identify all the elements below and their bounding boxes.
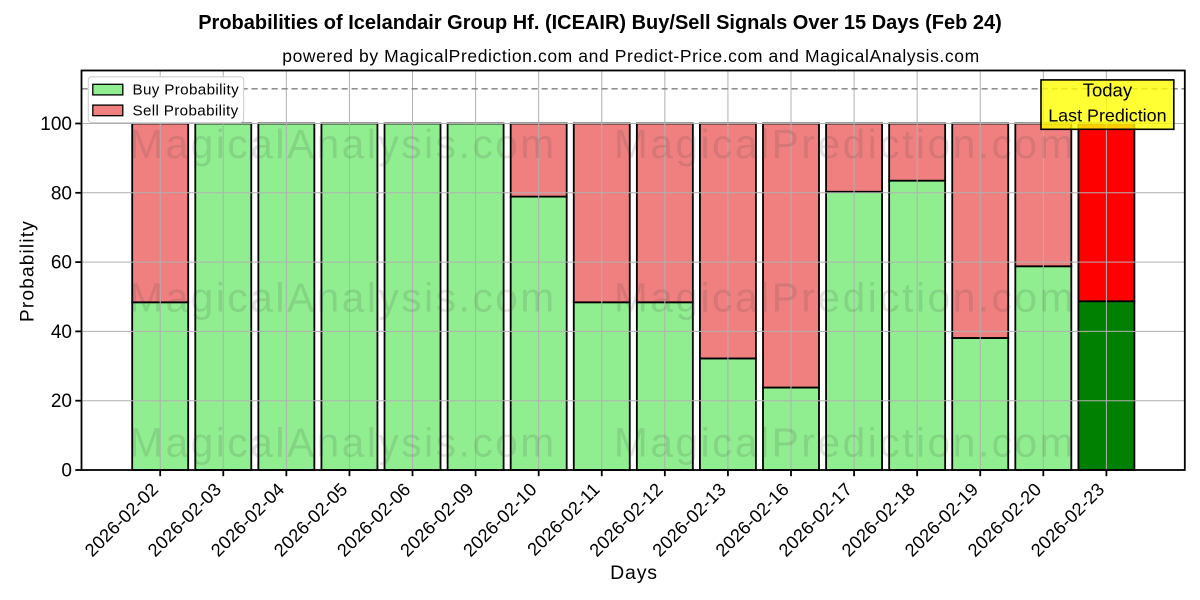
svg-text:Today: Today: [1083, 80, 1133, 101]
svg-text:powered by MagicalPrediction.c: powered by MagicalPrediction.com and Pre…: [282, 46, 980, 66]
svg-text:80: 80: [51, 183, 72, 204]
svg-text:60: 60: [51, 253, 72, 274]
svg-text:MagicalAnalysis.com: MagicalAnalysis.com: [129, 420, 557, 466]
svg-text:MagicalPrediction.com: MagicalPrediction.com: [614, 121, 1076, 167]
svg-text:MagicalPrediction.com: MagicalPrediction.com: [614, 420, 1076, 466]
svg-text:0: 0: [61, 461, 72, 482]
svg-text:MagicalPrediction.com: MagicalPrediction.com: [614, 275, 1076, 321]
svg-text:40: 40: [51, 322, 72, 343]
svg-text:Buy Probability: Buy Probability: [133, 82, 240, 99]
svg-text:MagicalAnalysis.com: MagicalAnalysis.com: [129, 275, 557, 321]
svg-text:20: 20: [51, 391, 72, 412]
svg-text:Days: Days: [610, 562, 658, 584]
svg-text:Last Prediction: Last Prediction: [1048, 106, 1166, 126]
svg-text:MagicalAnalysis.com: MagicalAnalysis.com: [129, 121, 557, 167]
svg-text:Sell Probability: Sell Probability: [133, 102, 239, 119]
svg-text:Probability: Probability: [18, 220, 39, 322]
svg-text:100: 100: [40, 114, 72, 135]
svg-text:Probabilities of Icelandair Gr: Probabilities of Icelandair Group Hf. (I…: [198, 12, 1002, 34]
